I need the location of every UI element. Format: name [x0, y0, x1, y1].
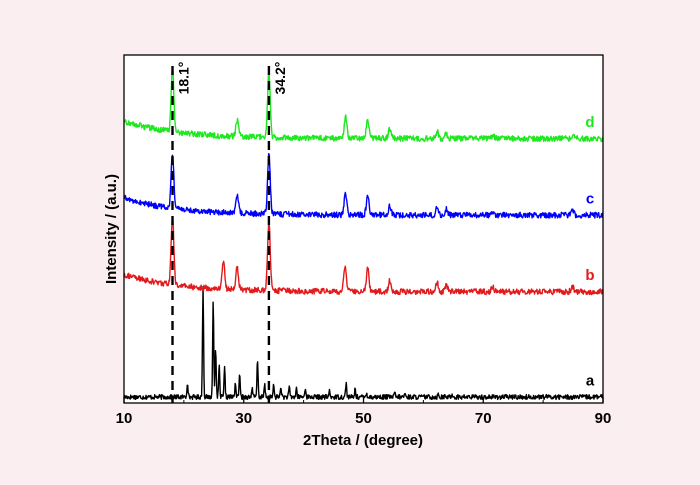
trace-label-b: b	[585, 267, 594, 284]
x-tick-label: 50	[355, 410, 372, 427]
trace-label-c: c	[586, 191, 594, 208]
trace-label-a: a	[586, 373, 595, 390]
peak-label: 34.2°	[272, 62, 288, 95]
x-tick-label: 90	[595, 410, 612, 427]
trace-a	[123, 286, 604, 401]
trace-group: a b c d	[123, 65, 604, 401]
x-axis: 10 30 50 70 90	[116, 397, 612, 427]
trace-d	[123, 65, 604, 143]
x-tick-label: 10	[116, 410, 133, 427]
x-tick-label: 70	[475, 410, 492, 427]
peak-label: 18.1°	[175, 62, 191, 95]
trace-c	[123, 153, 604, 219]
x-axis-label: 2Theta / (degree)	[303, 432, 423, 449]
trace-label-d: d	[585, 114, 594, 131]
plot-area	[124, 55, 603, 403]
trace-b	[123, 216, 604, 296]
y-axis-label: Intensity / (a.u.)	[103, 174, 120, 284]
reference-lines: 18.1° 34.2°	[171, 62, 288, 403]
x-tick-label: 30	[235, 410, 252, 427]
